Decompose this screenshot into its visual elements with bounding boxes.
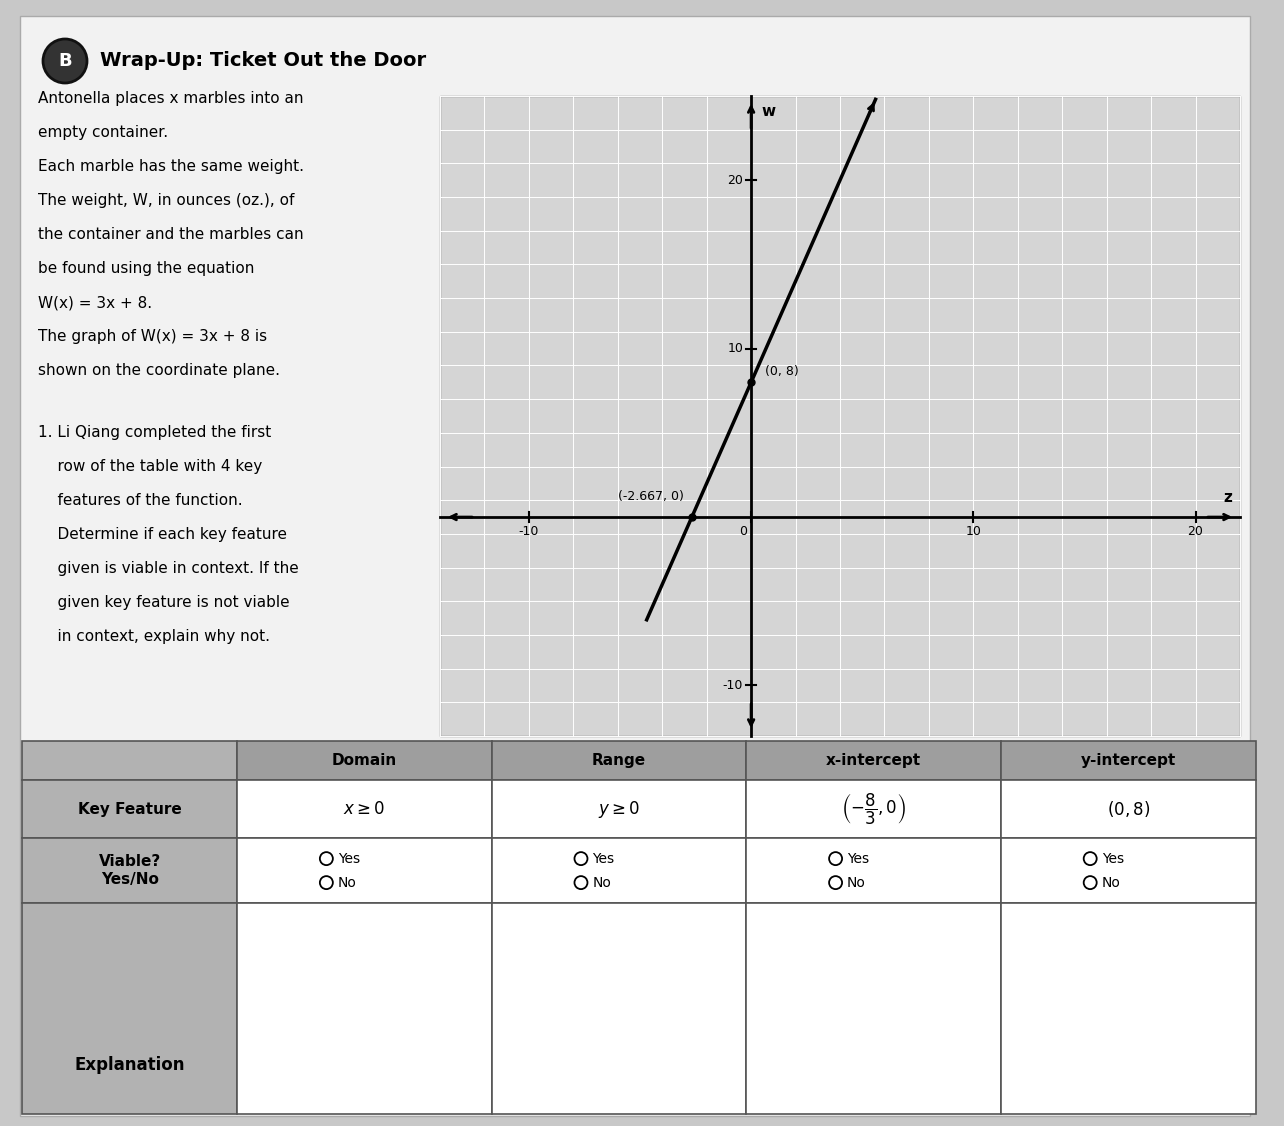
Text: $y \geq 0$: $y \geq 0$: [598, 798, 641, 820]
FancyBboxPatch shape: [492, 780, 746, 838]
Text: w: w: [761, 104, 776, 119]
FancyBboxPatch shape: [492, 903, 746, 1114]
Text: Determine if each key feature: Determine if each key feature: [39, 527, 288, 542]
FancyBboxPatch shape: [238, 903, 492, 1114]
Text: row of the table with 4 key: row of the table with 4 key: [39, 459, 262, 474]
Text: in context, explain why not.: in context, explain why not.: [39, 629, 270, 644]
Text: The weight, W, in ounces (oz.), of: The weight, W, in ounces (oz.), of: [39, 193, 294, 208]
FancyBboxPatch shape: [238, 780, 492, 838]
Text: -10: -10: [519, 525, 539, 538]
Text: Yes: Yes: [592, 851, 615, 866]
Text: $(0, 8)$: $(0, 8)$: [1107, 799, 1150, 819]
Text: 1. Li Qiang completed the first: 1. Li Qiang completed the first: [39, 425, 271, 440]
Text: W(x) = 3x + 8.: W(x) = 3x + 8.: [39, 295, 152, 310]
Text: Antonella places x marbles into an: Antonella places x marbles into an: [39, 91, 303, 106]
Text: features of the function.: features of the function.: [39, 493, 243, 508]
Text: No: No: [1102, 876, 1121, 890]
Text: Range: Range: [592, 753, 646, 768]
Text: z: z: [1224, 490, 1233, 506]
Text: $\left(-\dfrac{8}{3}, 0\right)$: $\left(-\dfrac{8}{3}, 0\right)$: [841, 792, 907, 826]
Text: (0, 8): (0, 8): [765, 365, 799, 378]
Text: Yes: Yes: [847, 851, 869, 866]
Text: -10: -10: [723, 679, 743, 692]
Text: Yes: Yes: [1102, 851, 1124, 866]
Text: Each marble has the same weight.: Each marble has the same weight.: [39, 159, 304, 175]
FancyBboxPatch shape: [1002, 903, 1256, 1114]
Text: 10: 10: [966, 525, 981, 538]
Text: x-intercept: x-intercept: [826, 753, 922, 768]
Text: given key feature is not viable: given key feature is not viable: [39, 595, 290, 610]
FancyBboxPatch shape: [492, 838, 746, 903]
FancyBboxPatch shape: [1002, 838, 1256, 903]
Text: 10: 10: [727, 342, 743, 355]
Text: B: B: [58, 52, 72, 70]
Text: No: No: [338, 876, 357, 890]
FancyBboxPatch shape: [746, 741, 1002, 780]
Text: Yes: Yes: [338, 851, 360, 866]
Text: be found using the equation: be found using the equation: [39, 261, 254, 276]
Text: Yes/No: Yes/No: [100, 873, 158, 887]
Text: given is viable in context. If the: given is viable in context. If the: [39, 561, 299, 577]
Text: empty container.: empty container.: [39, 125, 168, 140]
FancyBboxPatch shape: [746, 903, 1002, 1114]
FancyBboxPatch shape: [746, 780, 1002, 838]
Text: shown on the coordinate plane.: shown on the coordinate plane.: [39, 363, 280, 378]
Circle shape: [42, 39, 87, 83]
Text: Wrap-Up: Ticket Out the Door: Wrap-Up: Ticket Out the Door: [100, 52, 426, 71]
Text: Key Feature: Key Feature: [78, 802, 181, 816]
FancyBboxPatch shape: [22, 780, 238, 838]
Text: (-2.667, 0): (-2.667, 0): [618, 490, 684, 503]
FancyBboxPatch shape: [22, 838, 238, 903]
Text: Explanation: Explanation: [74, 1056, 185, 1074]
FancyBboxPatch shape: [492, 741, 746, 780]
FancyBboxPatch shape: [1002, 780, 1256, 838]
FancyBboxPatch shape: [746, 838, 1002, 903]
Text: No: No: [847, 876, 865, 890]
FancyBboxPatch shape: [21, 16, 1251, 1116]
Text: $x \geq 0$: $x \geq 0$: [344, 801, 385, 819]
Text: 0: 0: [740, 525, 747, 538]
Text: The graph of W(x) = 3x + 8 is: The graph of W(x) = 3x + 8 is: [39, 329, 267, 345]
Text: 20: 20: [1188, 525, 1203, 538]
Text: Viable?: Viable?: [99, 855, 160, 869]
FancyBboxPatch shape: [22, 903, 238, 1114]
Text: 20: 20: [727, 173, 743, 187]
FancyBboxPatch shape: [1002, 741, 1256, 780]
FancyBboxPatch shape: [238, 741, 492, 780]
Text: the container and the marbles can: the container and the marbles can: [39, 227, 303, 242]
FancyBboxPatch shape: [22, 741, 238, 780]
Text: No: No: [592, 876, 611, 890]
FancyBboxPatch shape: [440, 96, 1240, 736]
FancyBboxPatch shape: [238, 838, 492, 903]
Text: Domain: Domain: [333, 753, 397, 768]
Text: y-intercept: y-intercept: [1081, 753, 1176, 768]
